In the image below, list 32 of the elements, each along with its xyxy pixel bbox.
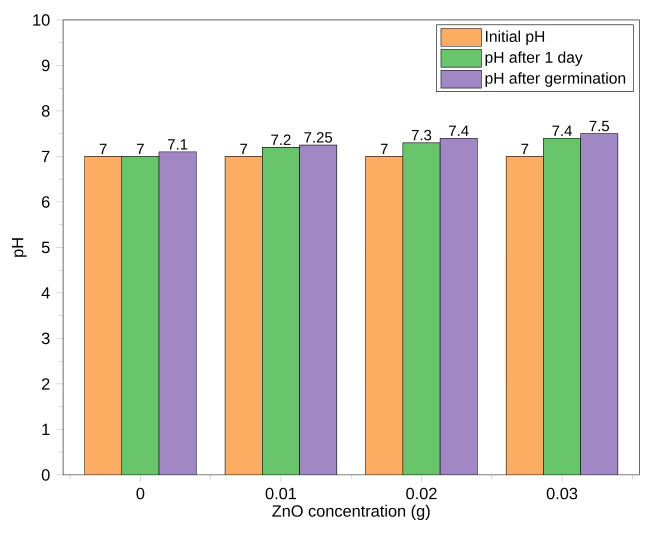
data-label: 7	[380, 144, 388, 154]
data-label: 7.2	[271, 134, 291, 145]
y-tick-label: 9	[42, 60, 50, 72]
y-tick-label: 2	[42, 378, 50, 390]
data-label: 7.3	[412, 130, 432, 140]
y-tick-label: 10	[33, 14, 50, 26]
data-label: 7.4	[552, 126, 572, 136]
y-tick-label: 6	[42, 196, 50, 208]
legend-label: pH after 1 day	[486, 51, 583, 66]
y-axis-title: pH	[12, 238, 27, 257]
x-tick-label: 0	[136, 488, 144, 500]
data-label: 7	[136, 144, 144, 154]
data-label: 7.25	[304, 132, 332, 143]
data-label: 7	[100, 144, 107, 154]
x-tick-label: 0.01	[266, 488, 296, 500]
data-label: 7	[521, 144, 528, 154]
y-tick-label: 8	[42, 105, 50, 117]
legend-label: Initial pH	[486, 30, 544, 46]
legend-label: pH after germination	[486, 72, 626, 87]
data-label: 7.5	[590, 120, 610, 132]
x-tick-label: 0.03	[546, 488, 578, 500]
x-axis-title: ZnO concentration (g)	[272, 504, 430, 520]
y-tick-label: 5	[42, 242, 50, 254]
y-tick-label: 3	[42, 332, 50, 344]
data-label: 7	[240, 144, 248, 154]
y-tick-label: 0	[42, 469, 50, 481]
y-tick-label: 1	[42, 424, 50, 436]
data-label: 7.4	[449, 126, 469, 136]
y-tick-label: 7	[42, 150, 50, 162]
data-label: 7.1	[168, 139, 188, 150]
y-tick-label: 4	[42, 287, 50, 299]
x-tick-label: 0.02	[406, 488, 437, 500]
